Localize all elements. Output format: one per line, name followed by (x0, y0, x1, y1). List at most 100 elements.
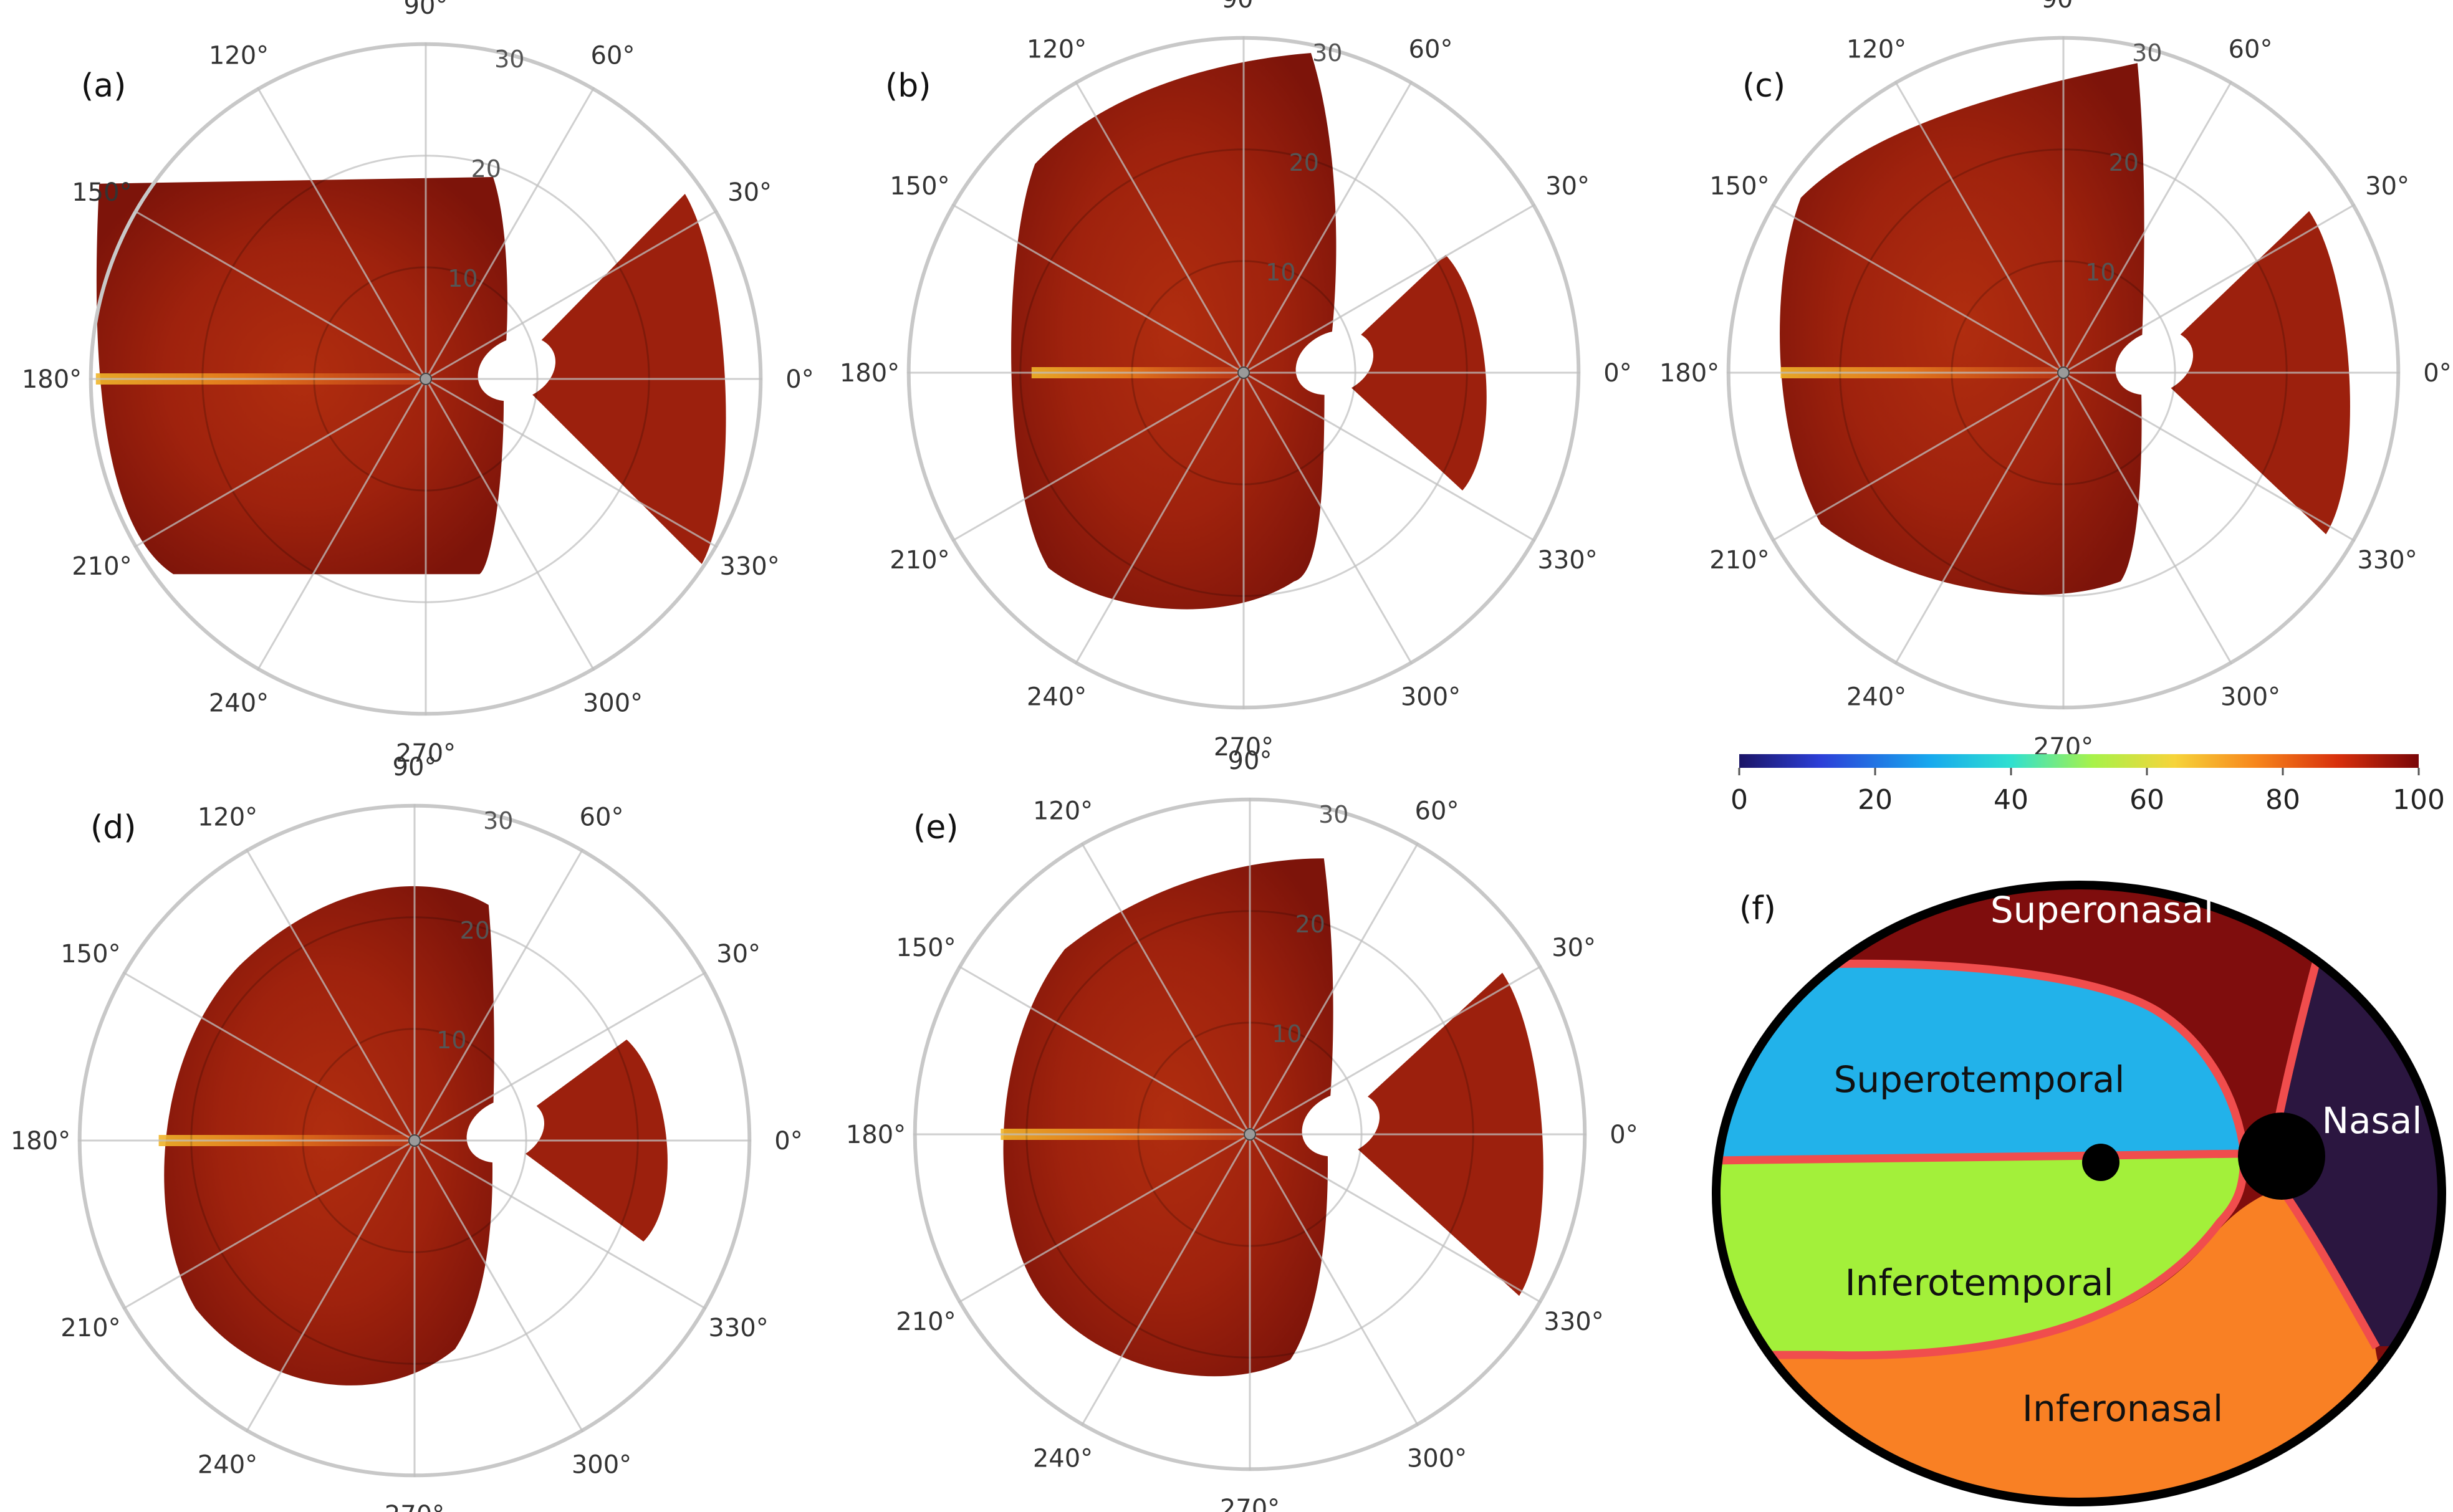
sector-map: (f) Superonasal Superotemporal Nasal Inf… (1712, 881, 2446, 1506)
angle-tick-label: 240° (209, 689, 269, 718)
colorbar-tick-label: 20 (1858, 784, 1893, 816)
grid-spoke (122, 971, 415, 1142)
angle-tick-label: 120° (198, 803, 257, 831)
radial-tick-label: 30 (1312, 39, 1342, 67)
grid-spoke (133, 378, 426, 548)
angle-tick-label: 30° (716, 940, 761, 969)
radial-tick-label: 10 (1272, 1020, 1302, 1048)
angle-tick-label: 210° (1709, 546, 1769, 575)
grid-spoke (1771, 203, 2064, 374)
center-marker (2057, 366, 2070, 379)
polar-panel: 0°30°60°90°120°150°180°210°240°270°300°3… (1659, 0, 2452, 762)
angle-tick-label: 300° (572, 1451, 631, 1480)
panel-label: (b) (885, 67, 931, 105)
colorbar-gradient (1739, 754, 2419, 768)
angle-tick-label: 240° (1033, 1445, 1093, 1473)
angle-tick-label: 180° (1659, 359, 1719, 388)
grid-spoke (1243, 371, 1536, 542)
angle-tick-label: 0° (1603, 359, 1631, 388)
colorbar-tick-label: 0 (1731, 784, 1748, 816)
angle-tick-label: 300° (1401, 683, 1461, 712)
angle-tick-label: 120° (209, 41, 269, 70)
colorbar-tick-label: 100 (2393, 784, 2445, 816)
region-superotemporal-label: Superotemporal (1834, 1058, 2125, 1101)
region-nasal-label: Nasal (2322, 1099, 2422, 1142)
angle-tick-label: 270° (385, 1501, 444, 1512)
radial-tick-label: 20 (1295, 911, 1325, 938)
polar-panel: 0°30°60°90°120°150°180°210°240°270°300°3… (11, 753, 803, 1512)
grid-spoke (414, 971, 707, 1142)
region-superotemporal-area (1716, 962, 2244, 1160)
boundary-lower (1716, 1153, 2249, 1360)
grid-spoke (2062, 372, 2233, 665)
angle-tick-label: 30° (2365, 172, 2409, 201)
angle-tick-label: 120° (1846, 35, 1906, 64)
angle-tick-label: 180° (11, 1127, 70, 1156)
angle-tick-label: 0° (774, 1127, 802, 1156)
angle-tick-label: 240° (1027, 683, 1087, 712)
angle-tick-label: 210° (890, 546, 949, 575)
angle-tick-label: 60° (1415, 797, 1459, 825)
radial-tick-label: 10 (448, 265, 478, 292)
grid-spoke (951, 203, 1244, 374)
grid-spoke (2062, 80, 2233, 373)
colorbar-tick-label: 40 (1994, 784, 2028, 816)
angle-tick-label: 180° (840, 359, 900, 388)
radial-tick-label: 10 (2085, 259, 2115, 286)
radial-tick-label: 10 (436, 1026, 466, 1054)
optic-disc-hole (466, 1098, 545, 1163)
heatmap-region (1011, 53, 1337, 610)
grid-spoke (256, 87, 427, 380)
angle-tick-label: 270° (396, 739, 456, 768)
polar-panel: 0°30°60°90°120°150°180°210°240°270°300°3… (22, 0, 814, 768)
angle-tick-label: 90° (1222, 0, 1266, 14)
region-inferotemporal-area (1716, 1154, 2242, 1354)
radial-tick-label: 20 (460, 917, 490, 944)
optic-disc-hole (1295, 330, 1374, 395)
panel-f-label: (f) (1739, 890, 1776, 927)
angle-tick-label: 330° (708, 1314, 768, 1342)
angle-tick-label: 300° (2220, 683, 2280, 712)
angle-tick-label: 180° (22, 365, 82, 394)
grid-spoke (1074, 372, 1245, 665)
boundary-upper (1716, 959, 2249, 1154)
fovea (2082, 1144, 2119, 1181)
radial-tick-label: 20 (1289, 149, 1319, 176)
angle-tick-label: 60° (2229, 35, 2273, 64)
region-inferonasal-label: Inferonasal (2022, 1387, 2223, 1430)
grid-spoke (958, 1133, 1251, 1304)
grid-spoke (245, 1140, 416, 1433)
angle-tick-label: 30° (1552, 934, 1596, 962)
angle-tick-label: 300° (1407, 1445, 1467, 1473)
region-superonasal-label: Superonasal (1990, 889, 2214, 931)
center-marker (420, 373, 432, 385)
colorbar-tick-label: 60 (2129, 784, 2164, 816)
angle-tick-label: 330° (1543, 1308, 1603, 1336)
radial-tick-label: 30 (2132, 39, 2162, 67)
optic-disc (2238, 1112, 2325, 1200)
angle-tick-label: 90° (404, 0, 448, 20)
angle-tick-label: 210° (72, 552, 132, 581)
region-inferonasal-area (1716, 1187, 2431, 1502)
grid-spoke (1242, 372, 1413, 665)
panel-label: (e) (913, 809, 959, 846)
angle-tick-label: 270° (1220, 1495, 1280, 1512)
grid-spoke (256, 378, 427, 671)
boundary-horizontal (1716, 1149, 2245, 1165)
angle-tick-label: 150° (896, 934, 956, 962)
angle-tick-label: 120° (1027, 35, 1087, 64)
grid-spoke (1249, 965, 1542, 1136)
grid-spoke (425, 378, 595, 671)
radial-tick-label: 20 (471, 155, 501, 183)
angle-tick-label: 30° (727, 178, 772, 207)
grid-spoke (413, 848, 584, 1141)
grid-spoke (425, 209, 718, 380)
angle-tick-label: 150° (60, 940, 120, 969)
grid-spoke (2063, 371, 2356, 542)
radial-tick-label: 20 (2109, 149, 2139, 176)
polar-panel: 0°30°60°90°120°150°180°210°240°270°300°3… (846, 747, 1638, 1512)
grid-spoke (122, 1139, 415, 1310)
radial-tick-label: 10 (1265, 259, 1295, 286)
grid-spoke (1249, 1134, 1419, 1427)
angle-tick-label: 0° (1610, 1121, 1638, 1149)
